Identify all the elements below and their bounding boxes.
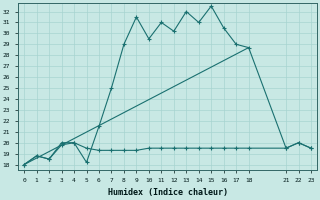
X-axis label: Humidex (Indice chaleur): Humidex (Indice chaleur): [108, 188, 228, 197]
